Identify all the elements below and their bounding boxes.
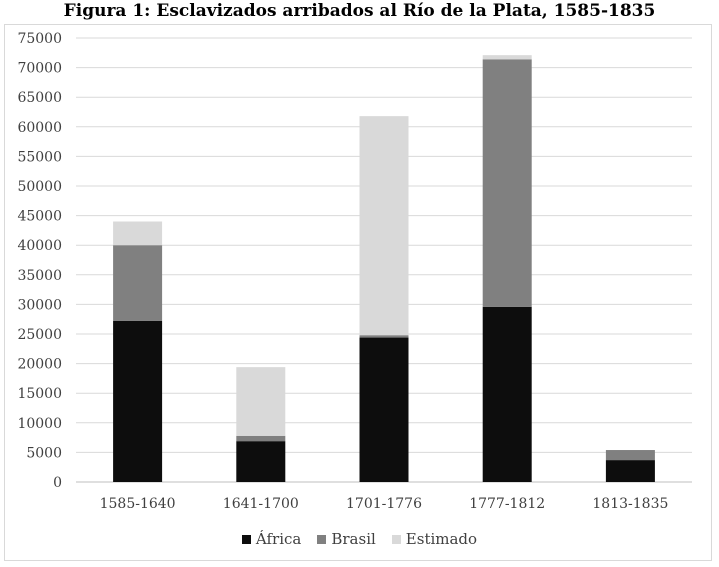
bar-estimado-1641-1700 [236, 367, 286, 436]
legend-swatch-africa [241, 534, 251, 544]
bar-brasil-1641-1700 [236, 435, 286, 442]
legend-swatch-brasil [317, 534, 327, 544]
y-tick-label: 45000 [17, 209, 62, 225]
y-tick-label: 10000 [17, 416, 62, 432]
bar-africa-1585-1640 [113, 320, 163, 482]
bar-brasil-1585-1640 [113, 245, 163, 321]
x-tick-label: 1813-1835 [592, 496, 668, 512]
bar-estimado-1777-1812 [482, 55, 532, 60]
bar-africa-1641-1700 [236, 441, 286, 482]
bar-africa-1701-1776 [359, 337, 409, 482]
bar-estimado-1585-1640 [113, 221, 163, 246]
y-tick-label: 5000 [26, 445, 62, 461]
y-tick-label: 75000 [17, 31, 62, 47]
y-tick-label: 30000 [17, 297, 62, 313]
x-tick-label: 1585-1640 [100, 496, 176, 512]
y-tick-label: 40000 [17, 238, 62, 254]
y-tick-label: 25000 [17, 327, 62, 343]
bar-brasil-1777-1812 [482, 59, 532, 307]
legend-swatch-estimado [391, 534, 401, 544]
chart-title: Figura 1: Esclavizados arribados al Río … [63, 1, 656, 21]
legend-label-estimado: Estimado [405, 530, 478, 548]
bar-brasil-1701-1776 [359, 335, 409, 338]
x-tick-label: 1641-1700 [223, 496, 299, 512]
y-tick-label: 50000 [17, 179, 62, 195]
y-tick-label: 60000 [17, 120, 62, 136]
y-tick-label: 15000 [17, 386, 62, 402]
legend-item-brasil: Brasil [317, 530, 376, 548]
chart-legend: África Brasil Estimado [0, 528, 719, 550]
y-tick-label: 55000 [17, 149, 62, 165]
y-tick-label: 70000 [17, 61, 62, 77]
legend-label-africa: África [255, 530, 302, 548]
legend-item-estimado: Estimado [391, 530, 478, 548]
bar-estimado-1701-1776 [359, 116, 409, 336]
bar-brasil-1813-1835 [605, 450, 655, 461]
legend-label-brasil: Brasil [331, 530, 376, 548]
y-tick-label: 20000 [17, 357, 62, 373]
x-tick-label: 1777-1812 [469, 496, 545, 512]
bar-africa-1813-1835 [605, 460, 655, 482]
y-tick-label: 0 [53, 475, 62, 491]
bar-africa-1777-1812 [482, 306, 532, 482]
legend-item-africa: África [241, 530, 302, 548]
y-tick-label: 35000 [17, 268, 62, 284]
x-tick-label: 1701-1776 [346, 496, 422, 512]
y-tick-label: 65000 [17, 90, 62, 106]
